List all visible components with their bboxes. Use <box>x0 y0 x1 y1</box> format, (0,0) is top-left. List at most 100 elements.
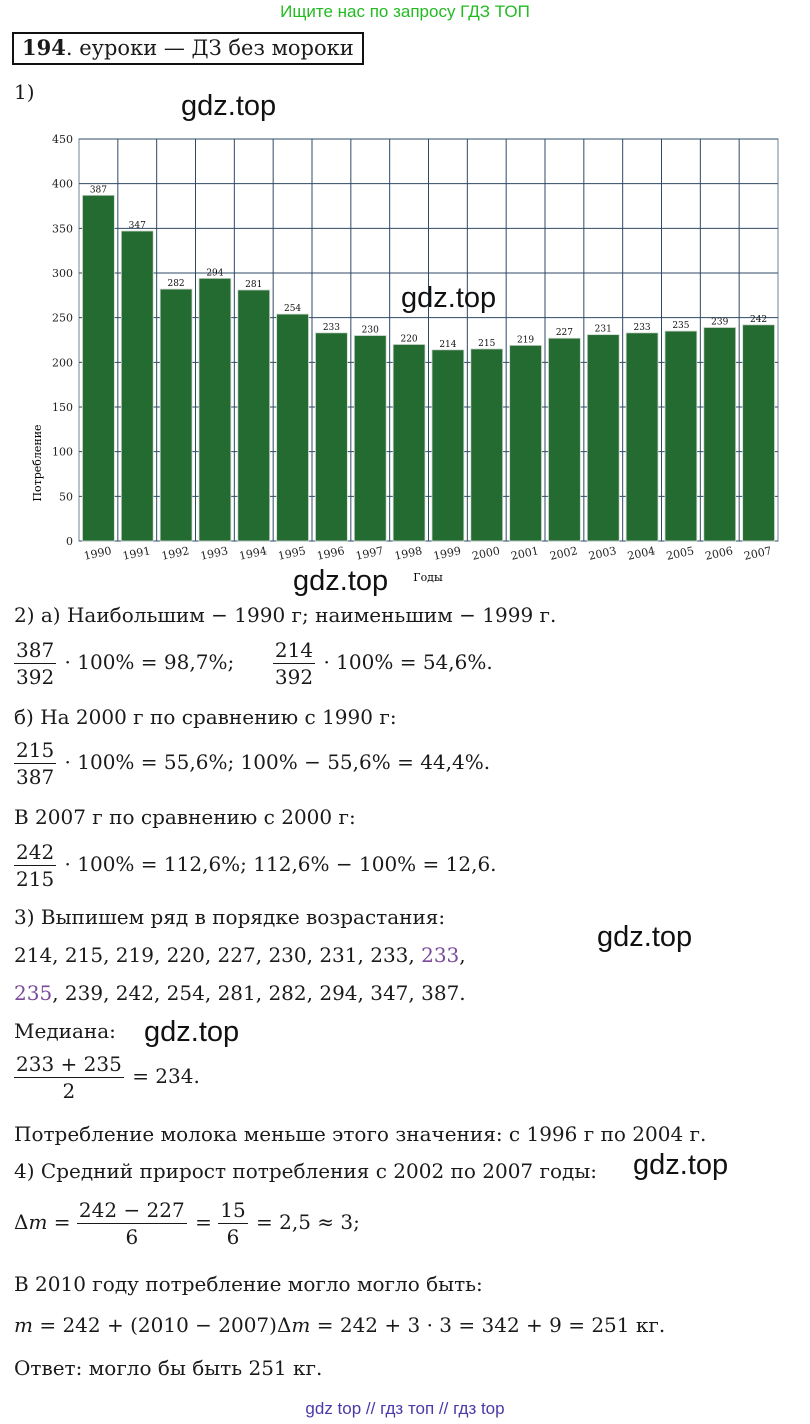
fraction: 233 + 235 2 <box>14 1052 124 1103</box>
numerator: 214 <box>272 638 316 664</box>
median-value-highlight: 233 <box>421 943 460 967</box>
equals: = <box>47 1210 77 1234</box>
fraction: 15 6 <box>218 1198 248 1249</box>
footer-links[interactable]: gdz top // гдз топ // гдз top <box>305 1399 505 1418</box>
x-tick-label: 1992 <box>160 544 190 563</box>
value-label: 215 <box>478 339 495 349</box>
denominator: 392 <box>16 665 55 689</box>
bar <box>120 230 154 542</box>
expression: = 242 + (2010 − 2007)Δ <box>32 1313 292 1337</box>
bar <box>703 327 737 542</box>
x-tick-label: 2004 <box>626 544 656 563</box>
consumption-bar-chart: 0 50 100 150 200 250 300 350 400 450 1990 1991 1992… <box>31 133 779 584</box>
m-formula: m = 242 + (2010 − 2007)Δm = 242 + 3 · 3 … <box>14 1313 665 1337</box>
numerator: 242 − 227 <box>76 1198 187 1224</box>
denominator: 387 <box>16 765 55 789</box>
watermark: gdz.top <box>633 1149 729 1181</box>
y-tick-label: 450 <box>52 133 73 146</box>
y-tick-label: 350 <box>52 222 73 235</box>
expression: · 100% = 54,6%. <box>323 650 493 674</box>
separator: , <box>459 943 466 967</box>
y-tick-label: 250 <box>52 312 73 325</box>
part2c-text: В 2007 г по сравнению с 2000 г: <box>14 805 356 829</box>
median-conclusion: Потребление молока меньше этого значения… <box>14 1122 707 1146</box>
x-tick-label: 1994 <box>238 544 268 563</box>
x-tick-label: 1991 <box>121 544 151 563</box>
variable: m <box>291 1313 311 1337</box>
task-title-text: . еуроки — ДЗ без мороки <box>65 36 354 60</box>
value-label: 230 <box>362 326 379 336</box>
chart-bars <box>82 194 775 542</box>
value-label: 282 <box>167 279 184 289</box>
watermark: gdz.top <box>401 282 497 314</box>
expression: = 2,5 ≈ 3; <box>249 1210 360 1234</box>
watermark: gdz.top <box>293 565 389 597</box>
y-tick-label: 100 <box>52 446 73 459</box>
task-title: 194. еуроки — ДЗ без мороки <box>12 32 364 65</box>
y-tick-label: 150 <box>52 401 73 414</box>
x-tick-label: 2002 <box>549 544 579 563</box>
bar <box>664 330 698 542</box>
value-label: 220 <box>400 334 417 344</box>
bar <box>353 335 387 542</box>
delta-formula: Δm = 242 − 227 6 = 15 6 = 2,5 ≈ 3; <box>14 1198 360 1249</box>
value-label: 242 <box>750 315 767 325</box>
median-label: Медиана: <box>14 1019 116 1043</box>
value-label: 281 <box>245 280 262 290</box>
y-tick-label: 400 <box>52 178 73 191</box>
value-label: 294 <box>206 268 223 278</box>
bar <box>431 349 465 542</box>
bar <box>742 324 775 542</box>
value-label: 347 <box>129 221 146 231</box>
sorted-row-2: 235, 239, 242, 254, 281, 282, 294, 347, … <box>14 981 466 1005</box>
fraction-line-2: 215 387 · 100% = 55,6%; 100% − 55,6% = 44… <box>14 738 490 789</box>
chart-grid <box>78 138 779 542</box>
watermark: gdz.top <box>181 90 277 122</box>
delta-symbol: Δ <box>14 1210 29 1234</box>
value-label: 214 <box>439 340 456 350</box>
value-label: 387 <box>90 185 107 195</box>
part3-text: 3) Выпишем ряд в порядке возрастания: <box>14 905 446 929</box>
answer-text: Ответ: могло бы быть 251 кг. <box>14 1356 323 1380</box>
bar <box>470 348 504 542</box>
bar <box>586 334 620 542</box>
bar <box>276 313 309 542</box>
fraction-line-3: 242 215 · 100% = 112,6%; 112,6% − 100% = … <box>14 840 497 891</box>
x-tick-label: 2006 <box>704 544 734 563</box>
chart-value-labels: 387 347 282 294 281 254 233 230 220 214 215 219 227 2… <box>90 185 767 350</box>
y-tick-label: 0 <box>66 535 73 548</box>
sorted-values: 214, 215, 219, 220, 227, 230, 231, 233, <box>14 943 422 967</box>
numerator: 387 <box>14 638 57 664</box>
denominator: 6 <box>125 1225 139 1249</box>
variable: m <box>28 1210 48 1234</box>
part4b-text: В 2010 году потребление могло могло быть… <box>14 1272 483 1296</box>
value-label: 231 <box>595 325 612 335</box>
value-label: 219 <box>517 335 534 345</box>
chart-x-tick-labels: 1990 1991 1992 1993 1994 1995 1996 1997 1998 1999… <box>83 544 773 563</box>
y-axis-label: Потребление <box>31 424 44 501</box>
bar <box>625 332 659 542</box>
expression: = 242 + 3 · 3 = 342 + 9 = 251 кг. <box>310 1313 666 1337</box>
x-tick-label: 1995 <box>277 544 307 563</box>
chart-y-tick-labels: 0 50 100 150 200 250 300 350 400 450 <box>52 133 73 548</box>
bar <box>198 277 232 542</box>
denominator: 392 <box>274 665 314 689</box>
top-search-link[interactable]: Ищите нас по запросу ГДЗ ТОП <box>280 2 530 21</box>
x-tick-label: 1996 <box>316 544 346 563</box>
bar <box>509 344 542 542</box>
x-tick-label: 2005 <box>665 544 695 563</box>
numerator: 233 + 235 <box>14 1052 124 1078</box>
bar <box>315 332 348 542</box>
median-value-highlight: 235 <box>14 981 53 1005</box>
fraction: 242 215 <box>14 840 57 891</box>
task-number: 194 <box>22 35 66 60</box>
x-tick-label: 2001 <box>510 544 540 563</box>
fraction-line-1: 387 392 · 100% = 98,7%; 214 392 · 100% = 5… <box>14 638 493 689</box>
expression: · 100% = 98,7%; <box>64 650 235 674</box>
x-tick-label: 1997 <box>354 544 384 563</box>
fraction: 242 − 227 6 <box>76 1198 187 1249</box>
denominator: 6 <box>226 1225 240 1249</box>
watermark: gdz.top <box>597 921 693 953</box>
numerator: 242 <box>14 840 57 866</box>
part4-text: 4) Средний прирост потребления с 2002 по… <box>14 1159 597 1183</box>
